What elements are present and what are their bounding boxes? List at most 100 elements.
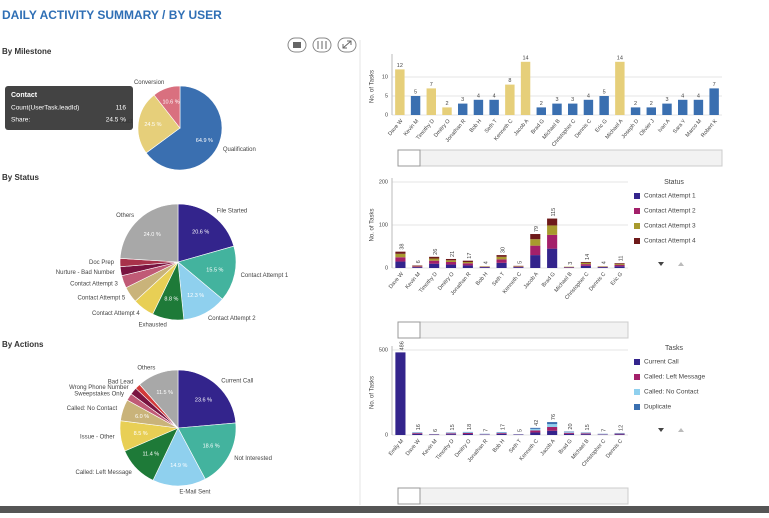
legend-scroll-down[interactable]: [658, 262, 664, 266]
total-label: 16: [416, 424, 422, 430]
tooltip-label: Share:: [11, 117, 30, 124]
bar-segment: [598, 267, 608, 268]
x-tick-label: Bob H: [469, 118, 483, 134]
bar-segment: [564, 434, 574, 435]
value-label: 12.3 %: [187, 293, 204, 299]
x-tick-label: Robert K: [700, 118, 719, 139]
bar: [521, 62, 530, 115]
slice-label: File Started: [217, 209, 248, 215]
value-label: 20.6 %: [192, 229, 209, 235]
bar-segment: [412, 434, 422, 435]
value-label: 5: [414, 89, 417, 95]
total-label: 30: [501, 247, 507, 253]
x-tick-label: Jacob A: [540, 438, 557, 457]
total-label: 6: [416, 260, 422, 263]
legend-swatch: [634, 389, 640, 395]
bar-segment: [615, 263, 625, 264]
value-label: 4: [477, 93, 480, 99]
bar: [411, 96, 420, 115]
value-label: 14: [523, 55, 529, 61]
legend-swatch: [634, 208, 640, 214]
value-label: 14.9 %: [170, 463, 187, 469]
legend-swatch: [634, 193, 640, 199]
bar-segment: [547, 427, 557, 431]
legend-swatch: [634, 404, 640, 410]
x-tick-label: Dennis C: [605, 438, 624, 459]
bar: [647, 107, 656, 115]
bar-segment: [429, 257, 439, 259]
tooltip-label: Count(UserTask.leadId): [11, 105, 79, 112]
slice-label: Qualification: [223, 147, 256, 153]
tooltip: ContactCount(UserTask.leadId)116Share:24…: [5, 86, 133, 130]
scrollbar-track: [398, 488, 628, 504]
legend-label: Contact Attempt 2: [644, 208, 696, 215]
bar-segment: [615, 266, 625, 268]
y-axis-title: No. of Tasks: [370, 70, 376, 103]
total-label: 42: [534, 420, 540, 426]
bar: [709, 88, 718, 115]
slice-label: Contact Attempt 3: [70, 281, 118, 287]
toolbar: [288, 38, 356, 52]
bar: [474, 100, 483, 115]
scrollbar-thumb: [398, 150, 420, 166]
value-label: 18.6 %: [203, 443, 220, 449]
total-label: 11: [619, 256, 625, 262]
legend-label: Called: No Contact: [644, 389, 699, 396]
bar-segment: [429, 259, 439, 261]
slice-label: E-Mail Sent: [179, 490, 210, 496]
bar-segment: [547, 431, 557, 435]
section-title: By Actions: [2, 340, 44, 349]
value-label: 4: [587, 93, 590, 99]
y-tick-label: 10: [382, 74, 388, 80]
bar-segment: [463, 432, 473, 433]
value-label: 3: [665, 97, 668, 103]
slice-label: Conversion: [134, 80, 164, 86]
slice-label: Sweepstakes Only: [74, 391, 124, 397]
value-label: 3: [461, 97, 464, 103]
legend-label: Contact Attempt 1: [644, 193, 696, 200]
value-label: 11.5 %: [156, 390, 173, 396]
slice-label: Called: Left Message: [76, 470, 133, 476]
bar-segment: [615, 434, 625, 435]
total-label: 15: [450, 424, 456, 430]
bar-segment: [429, 261, 439, 264]
tooltip-title: Contact: [11, 92, 38, 99]
bar-segment: [446, 259, 456, 260]
value-label: 2: [445, 101, 448, 107]
bar-segment: [395, 262, 405, 268]
value-label: 24.0 %: [144, 232, 161, 238]
legend-title: Tasks: [665, 345, 683, 352]
page-title: DAILY ACTIVITY SUMMARY / BY USER: [2, 8, 222, 22]
bar-segment: [446, 433, 456, 434]
bar-segment: [530, 432, 540, 435]
legend-label: Duplicate: [644, 404, 671, 411]
y-tick-label: 500: [379, 347, 388, 353]
legend-scroll-up[interactable]: [678, 428, 684, 432]
x-tick-label: Dennis C: [588, 271, 607, 292]
bar-segment: [446, 433, 456, 434]
bar-segment: [446, 434, 456, 435]
slice-label: Wrong Phone Number: [69, 385, 129, 391]
value-label: 3: [555, 97, 558, 103]
bar-segment: [615, 264, 625, 265]
legend-scroll-up[interactable]: [678, 262, 684, 266]
x-tick-label: Emily M: [388, 438, 405, 457]
bar-segment: [530, 246, 540, 255]
legend-label: Current Call: [644, 359, 679, 366]
bar-segment: [463, 434, 473, 435]
bar-segment: [530, 255, 540, 268]
total-label: 3: [568, 262, 574, 265]
x-tick-label: Dave W: [388, 271, 406, 290]
y-tick-label: 0: [385, 265, 388, 271]
bar-segment: [395, 352, 405, 435]
bar-segment: [530, 430, 540, 432]
bar-segment: [530, 428, 540, 429]
legend-scroll-down[interactable]: [658, 428, 664, 432]
bar-segment: [412, 433, 422, 434]
legend-title: Status: [664, 179, 684, 186]
value-label: 2: [540, 101, 543, 107]
bar-segment: [530, 239, 540, 245]
bar-segment: [530, 429, 540, 431]
value-label: 6.0 %: [135, 414, 149, 420]
bar: [505, 85, 514, 115]
